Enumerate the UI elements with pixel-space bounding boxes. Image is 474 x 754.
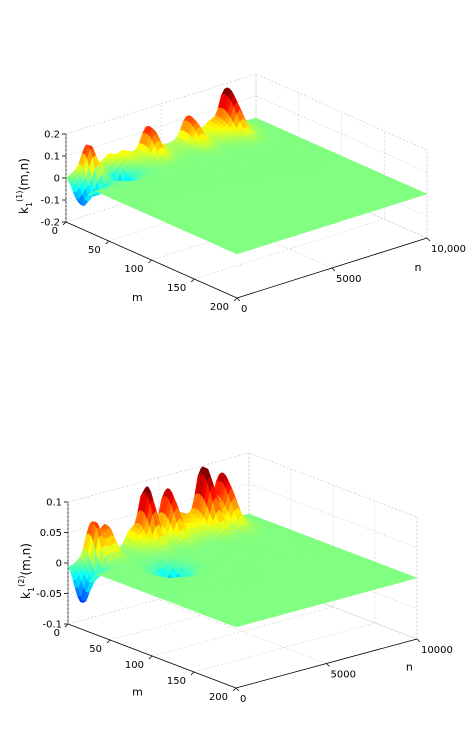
m-tick [62,221,67,226]
z-tick-label: 0.1 [46,498,62,509]
m-gridline [235,517,418,689]
n-tick [235,687,240,692]
m-tick-label: 0 [54,628,60,639]
n-axis-label: n [415,261,422,274]
z-label-sub: 1 [25,202,34,207]
tick-labels: -0.2 -0.1 0 0.1 0.2 0 50 100 150 200 0 5000 10,000 [40,130,466,316]
z-label-main: k [19,592,33,599]
n-gridline [160,104,333,269]
z-tick-label: 0.05 [40,528,62,539]
tick-labels: -0.1 -0.05 0 0.05 0.1 0 50 100 150 200 0 5000 10000 [36,498,453,706]
m-tick-label: 100 [125,660,144,671]
surface-plot-k2: -0.1 -0.05 0 0.05 0.1 0 50 100 150 200 0 5000 10000 m… [17,452,453,706]
z-tick-label: 0.2 [44,130,60,141]
m-tick [64,623,69,628]
surface-patch [227,623,240,628]
z-label-main: k [17,207,31,214]
z-gridline [65,161,428,239]
n-tick-label: 0 [241,304,247,315]
z-label-sup: (1) [15,191,24,202]
m-tick [233,297,238,302]
z-label-args: (m,n) [17,158,31,190]
surface-mesh [65,87,428,255]
surface-patch [228,249,241,255]
m-gridline [109,469,292,641]
z-label-sub: 1 [27,587,36,592]
z-tick-label: -0.1 [40,196,60,207]
n-tick-label: 5000 [331,670,356,681]
m-gridline [193,501,376,673]
n-tick [236,297,241,302]
m-tick-label: 200 [209,692,228,703]
m-tick-label: 50 [89,644,102,655]
z-label-args: (m,n) [19,543,33,575]
n-tick-label: 10,000 [431,244,466,255]
z-tick-label: 0 [56,559,62,570]
m-tick-label: 200 [210,302,229,313]
m-tick [148,655,153,660]
m-gridline [108,93,300,242]
n-gridline [255,74,428,239]
m-tick-label: 50 [88,245,101,256]
m-axis-label: m [132,291,143,304]
z-tick-label: -0.05 [36,589,62,600]
z-tick-label: -0.1 [42,620,62,631]
m-tick-label: 150 [167,676,186,687]
n-tick [331,267,336,272]
z-axis-label: k1(2)(m,n) [17,543,36,599]
z-axis-label: k1(1)(m,n) [15,158,34,214]
m-axis-label: m [132,686,143,699]
m-gridline [236,150,428,299]
m-gridline [151,112,342,261]
n-gridline [67,502,237,689]
m-tick [105,240,110,245]
n-tick-label: 10000 [421,645,453,656]
n-tick [326,663,330,667]
m-tick [232,687,237,692]
surface-mesh [67,466,418,628]
m-tick-label: 0 [52,226,58,237]
n-gridline [248,453,418,640]
m-tick [106,639,111,644]
n-tick [416,638,421,643]
n-tick-label: 5000 [336,274,361,285]
z-tick-label: 0.1 [44,152,60,163]
m-tick-label: 150 [167,283,186,294]
m-tick [190,671,195,676]
n-axis-label: n [406,660,413,673]
m-tick-label: 100 [124,264,143,275]
n-gridline [65,134,238,299]
m-tick [148,259,152,264]
z-tick-label: 0 [54,174,60,185]
surface-plot-k1: -0.2 -0.1 0 0.1 0.2 0 50 100 150 200 0 5000 10,000 m n… [15,73,466,316]
z-tick-label: -0.2 [40,218,60,229]
n-tick [426,237,431,242]
m-tick [190,278,195,283]
z-gridline [65,73,428,151]
z-gridline [65,95,428,173]
m-gridline [194,131,385,280]
n-tick-label: 0 [240,694,246,705]
z-label-sup: (2) [17,576,26,587]
m-gridline [151,485,334,657]
